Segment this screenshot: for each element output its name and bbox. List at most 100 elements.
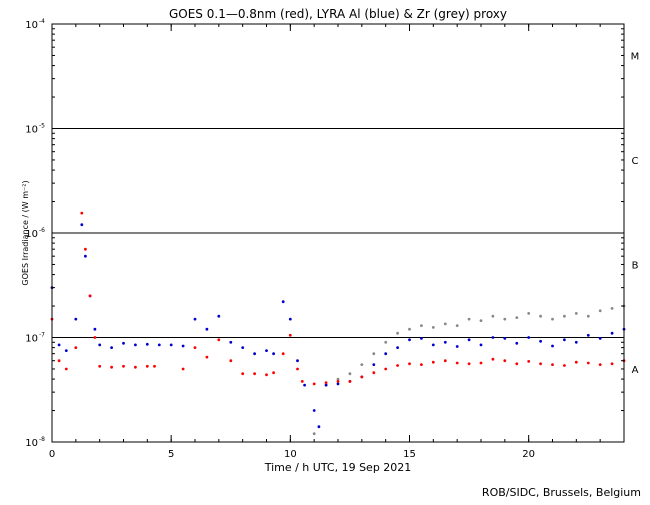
- y-tick-label: 10: [25, 229, 38, 240]
- data-point: [563, 364, 566, 367]
- data-point: [396, 346, 399, 349]
- data-point: [574, 360, 578, 364]
- data-point: [281, 352, 285, 356]
- data-point: [98, 343, 102, 347]
- data-point: [348, 380, 352, 383]
- data-point: [503, 317, 507, 321]
- y-tick-exponent: -6: [39, 227, 45, 234]
- data-point: [479, 319, 483, 322]
- flare-class-label: C: [632, 156, 639, 167]
- data-point: [312, 382, 316, 386]
- data-point: [467, 317, 471, 321]
- data-point: [396, 331, 399, 335]
- data-point: [303, 383, 306, 387]
- flare-class-label: A: [632, 365, 639, 376]
- data-point: [300, 380, 304, 383]
- data-point: [408, 327, 411, 331]
- data-point: [64, 367, 68, 371]
- data-point: [98, 364, 102, 368]
- series-group: [50, 211, 626, 386]
- data-point: [229, 340, 233, 344]
- data-point: [312, 409, 316, 412]
- data-point: [122, 364, 125, 368]
- data-point: [551, 363, 554, 366]
- data-point: [253, 372, 256, 376]
- flare-class-label: M: [631, 51, 640, 62]
- data-point: [431, 326, 435, 329]
- data-point: [491, 314, 495, 318]
- data-point: [348, 372, 352, 376]
- data-point: [551, 317, 554, 321]
- y-tick-exponent: -4: [39, 18, 45, 25]
- data-point: [515, 316, 519, 319]
- data-point: [80, 223, 84, 227]
- data-point: [491, 336, 495, 339]
- data-point: [491, 357, 495, 361]
- data-point: [145, 364, 149, 368]
- data-point: [455, 324, 459, 327]
- data-point: [586, 333, 590, 337]
- data-point: [122, 341, 125, 345]
- series-group: [50, 223, 626, 429]
- flare-class-label: B: [632, 260, 639, 271]
- data-point: [317, 425, 321, 429]
- data-point: [384, 367, 388, 371]
- credit-text: ROB/SIDC, Brussels, Belgium: [482, 486, 641, 499]
- y-tick-label: 10: [25, 438, 38, 449]
- data-point: [598, 337, 602, 340]
- data-point: [360, 363, 364, 366]
- data-point: [586, 314, 590, 318]
- data-point: [110, 346, 113, 349]
- data-point: [598, 309, 602, 313]
- data-point: [563, 338, 566, 342]
- data-point: [265, 349, 268, 352]
- data-point: [455, 361, 459, 365]
- data-point: [443, 322, 447, 326]
- data-point: [372, 363, 376, 366]
- data-point: [205, 327, 209, 331]
- x-tick-label: 15: [403, 449, 416, 460]
- data-point: [443, 359, 447, 363]
- data-point: [467, 362, 471, 366]
- data-point: [181, 344, 185, 348]
- data-point: [372, 352, 376, 356]
- data-point: [265, 373, 268, 377]
- x-tick-label: 20: [522, 449, 535, 460]
- data-point: [217, 314, 221, 318]
- data-point: [479, 343, 483, 347]
- data-point: [610, 307, 614, 310]
- data-point: [384, 352, 388, 356]
- data-point: [157, 343, 161, 347]
- x-tick-label: 0: [49, 449, 55, 460]
- data-point: [241, 372, 245, 376]
- data-point: [88, 294, 92, 298]
- x-axis-label: Time / h UTC, 19 Sep 2021: [264, 461, 412, 474]
- data-point: [153, 364, 156, 368]
- data-point: [610, 362, 614, 366]
- data-point: [134, 343, 137, 347]
- data-point: [74, 346, 78, 349]
- data-point: [527, 312, 531, 315]
- data-point: [205, 355, 209, 359]
- data-point: [539, 314, 542, 318]
- data-point: [296, 359, 299, 363]
- data-point: [84, 254, 87, 258]
- data-point: [539, 339, 542, 343]
- data-point: [586, 361, 590, 365]
- data-point: [420, 363, 423, 366]
- data-point: [455, 345, 459, 348]
- data-point: [181, 367, 185, 371]
- data-point: [193, 346, 197, 349]
- y-tick-label: 10: [25, 334, 38, 345]
- data-point: [64, 349, 68, 352]
- data-point: [467, 338, 471, 342]
- data-point: [336, 377, 340, 381]
- y-tick-label: 10: [25, 20, 38, 31]
- data-point: [610, 331, 614, 335]
- x-tick-label: 10: [284, 449, 297, 460]
- data-point: [527, 336, 531, 339]
- data-point: [384, 340, 388, 344]
- data-point: [479, 361, 483, 365]
- data-point: [253, 352, 256, 356]
